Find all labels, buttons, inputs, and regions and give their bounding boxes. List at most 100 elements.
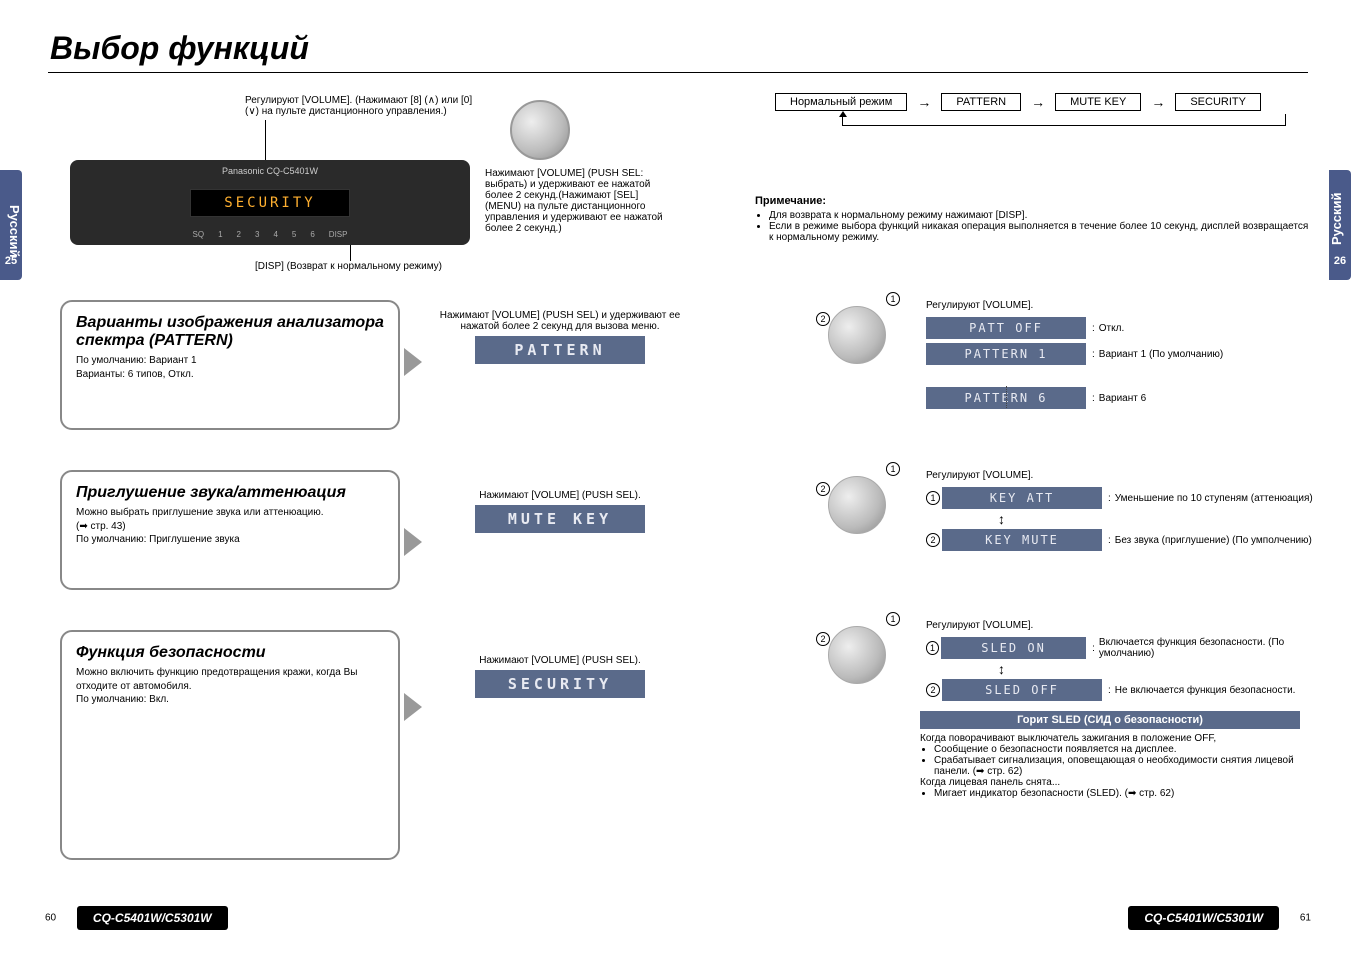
lcd-key-att: KEY ATT xyxy=(942,487,1102,509)
sled-banner: Горит SLED (СИД о безопасности) xyxy=(920,711,1300,729)
opt-label: Вариант 6 xyxy=(1099,393,1146,404)
stereo-btn: 1 xyxy=(218,230,222,239)
mute-option: 2 KEY MUTE :Без звука (приглушение) (По … xyxy=(926,529,1320,551)
leader-line xyxy=(350,245,351,261)
footer-page-left: 60 xyxy=(45,913,56,924)
mute-option: 1 KEY ATT :Уменьшение по 10 ступеням (ат… xyxy=(926,487,1320,509)
lcd-pattern-1: PATTERN 1 xyxy=(926,343,1086,365)
step-badge-1: 1 xyxy=(886,292,900,306)
sled-para2: Когда лицевая панель снята... xyxy=(920,777,1320,788)
opt-num: 1 xyxy=(926,491,940,505)
side-page-left: 25 xyxy=(2,255,20,267)
flow-return-arrow xyxy=(842,114,1286,126)
side-page-right: 26 xyxy=(1331,255,1349,267)
volume-top-note: Регулируют [VOLUME]. (Нажимают [8] (∧) и… xyxy=(245,95,475,117)
notes-block: Примечание: Для возврата к нормальному р… xyxy=(755,195,1315,243)
adjust-label: Регулируют [VOLUME]. xyxy=(926,470,1320,481)
lcd-sled-on: SLED ON xyxy=(941,637,1086,659)
dotted-line xyxy=(1006,386,1007,408)
step-badge-1: 1 xyxy=(886,462,900,476)
footer-model-badge: CQ-C5401W/C5301W xyxy=(1128,906,1279,930)
car-stereo-illustration: Panasonic CQ-C5401W SECURITY SQ 1 2 3 4 … xyxy=(70,160,470,245)
right-mute-section: 1 2 Регулируют [VOLUME]. 1 KEY ATT :Умен… xyxy=(810,470,1320,600)
adjust-label: Регулируют [VOLUME]. xyxy=(926,620,1320,631)
stereo-display-text: SECURITY xyxy=(224,195,315,211)
card-pattern: Варианты изображения анализатора спектра… xyxy=(60,300,400,430)
right-pattern-section: 1 2 Регулируют [VOLUME]. PATT OFF :Откл.… xyxy=(810,300,1320,450)
sled-para1: Когда поворачивают выключатель зажигания… xyxy=(920,733,1320,744)
lcd-sled-off: SLED OFF xyxy=(942,679,1102,701)
mid-mute: Нажимают [VOLUME] (PUSH SEL). MUTE KEY xyxy=(430,490,690,533)
sled-bullet: Срабатывает сигнализация, оповещающая о … xyxy=(934,755,1320,777)
flow-pattern: PATTERN xyxy=(941,93,1021,111)
volume-knob-note: Нажимают [VOLUME] (PUSH SEL: выбрать) и … xyxy=(485,168,675,234)
arrow-right-icon: → xyxy=(1031,94,1045,110)
arrow-right-icon: → xyxy=(917,94,931,110)
card-security-line: Можно включить функцию предотвращения кр… xyxy=(76,666,384,693)
opt-label: Откл. xyxy=(1099,323,1124,334)
lcd-mute: MUTE KEY xyxy=(475,505,645,533)
sled-bullet: Мигает индикатор безопасности (SLED). (➡… xyxy=(934,788,1320,799)
arrow-right-icon xyxy=(404,693,422,721)
stereo-btn: 2 xyxy=(237,230,241,239)
opt-label: Вариант 1 (По умолчанию) xyxy=(1099,349,1223,360)
disp-note: [DISP] (Возврат к нормальному режиму) xyxy=(255,261,442,272)
notes-heading: Примечание: xyxy=(755,195,826,207)
updown-arrow-icon: ↕ xyxy=(998,511,1320,527)
stereo-display: SECURITY xyxy=(190,189,350,217)
card-pattern-line: По умолчанию: Вариант 1 xyxy=(76,354,384,368)
step-badge-1: 1 xyxy=(886,612,900,626)
card-mute-line: (➡ стр. 43) xyxy=(76,520,384,534)
stereo-btn: DISP xyxy=(329,230,348,239)
step-badge-2: 2 xyxy=(816,482,830,496)
card-pattern-title: Варианты изображения анализатора спектра… xyxy=(76,314,384,350)
volume-knob-illustration xyxy=(510,100,570,160)
arrow-right-icon xyxy=(404,348,422,376)
card-mute-line: Можно выбрать приглушение звука или атте… xyxy=(76,506,384,520)
card-mute: Приглушение звука/аттенюация Можно выбра… xyxy=(60,470,400,590)
opt-num: 2 xyxy=(926,683,940,697)
footer-left: 60 CQ-C5401W/C5301W xyxy=(45,906,228,930)
mid-pattern-text: Нажимают [VOLUME] (PUSH SEL) и удерживаю… xyxy=(430,310,690,332)
step-badge-2: 2 xyxy=(816,312,830,326)
arrow-right-icon: → xyxy=(1151,94,1165,110)
card-mute-title: Приглушение звука/аттенюация xyxy=(76,484,384,502)
footer-right: CQ-C5401W/C5301W 61 xyxy=(1128,906,1311,930)
sled-bullet: Сообщение о безопасности появляется на д… xyxy=(934,744,1320,755)
knob-mini-icon xyxy=(828,306,886,364)
lcd-patt-off: PATT OFF xyxy=(926,317,1086,339)
lcd-key-mute: KEY MUTE xyxy=(942,529,1102,551)
mid-security: Нажимают [VOLUME] (PUSH SEL). SECURITY xyxy=(430,655,690,698)
knob-mini-icon xyxy=(828,476,886,534)
security-option: 1 SLED ON :Включается функция безопаснос… xyxy=(926,637,1320,659)
page-title: Выбор функций xyxy=(50,30,309,67)
stereo-btn: 3 xyxy=(255,230,259,239)
sled-text: Когда поворачивают выключатель зажигания… xyxy=(920,733,1320,799)
stereo-btn: 4 xyxy=(273,230,277,239)
pattern-option: PATTERN 6 :Вариант 6 xyxy=(926,387,1320,409)
pattern-option: PATTERN 1 :Вариант 1 (По умолчанию) xyxy=(926,343,1320,365)
stereo-brand: Panasonic CQ-C5401W xyxy=(222,166,318,176)
card-security-line: По умолчанию: Вкл. xyxy=(76,693,384,707)
stereo-btn: SQ xyxy=(193,230,205,239)
knob-mini-icon xyxy=(828,626,886,684)
card-mute-line: По умолчанию: Приглушение звука xyxy=(76,533,384,547)
footer-model-badge: CQ-C5401W/C5301W xyxy=(77,906,228,930)
opt-label: Без звука (приглушение) (По умполчению) xyxy=(1115,535,1312,546)
mid-mute-text: Нажимают [VOLUME] (PUSH SEL). xyxy=(430,490,690,501)
opt-label: Включается функция безопасности. (По умо… xyxy=(1099,637,1320,659)
lcd-security: SECURITY xyxy=(475,670,645,698)
opt-label: Уменьшение по 10 ступеням (аттенюация) xyxy=(1115,493,1313,504)
stereo-button-row: SQ 1 2 3 4 5 6 DISP xyxy=(193,230,348,239)
flow-normal: Нормальный режим xyxy=(775,93,907,111)
opt-num: 2 xyxy=(926,533,940,547)
lcd-pattern: PATTERN xyxy=(475,336,645,364)
arrow-right-icon xyxy=(404,528,422,556)
title-underline xyxy=(48,72,1308,73)
note-item: Если в режиме выбора функций никакая опе… xyxy=(769,221,1315,243)
mid-security-text: Нажимают [VOLUME] (PUSH SEL). xyxy=(430,655,690,666)
pattern-option: PATT OFF :Откл. xyxy=(926,317,1320,339)
adjust-label: Регулируют [VOLUME]. xyxy=(926,300,1320,311)
stereo-btn: 5 xyxy=(292,230,296,239)
opt-num: 1 xyxy=(926,641,939,655)
